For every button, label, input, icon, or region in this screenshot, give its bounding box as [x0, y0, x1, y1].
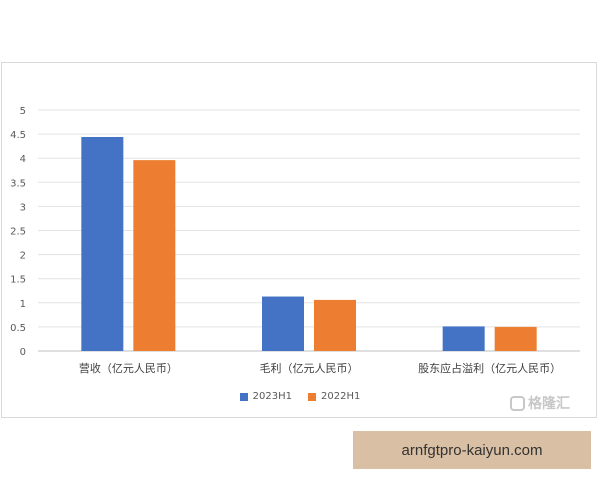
y-tick-label: 0.5 [10, 323, 26, 334]
y-tick-label: 0 [20, 347, 26, 358]
category-label: 股东应占溢利（亿元人民币） [418, 361, 561, 375]
bar-2022h1-2 [494, 326, 537, 351]
y-tick-label: 3 [20, 202, 26, 213]
site-banner-text: arnfgtpro-kaiyun.com [401, 441, 543, 459]
legend: 2023H1 2022H1 [0, 391, 600, 402]
bar-2023h1-1 [262, 296, 304, 351]
watermark-text: 格隆汇 [528, 396, 570, 412]
site-banner[interactable]: arnfgtpro-kaiyun.com [353, 431, 591, 469]
y-tick-label: 4.5 [10, 130, 26, 141]
bar-2023h1-2 [442, 326, 485, 351]
watermark-logo-icon [510, 395, 525, 411]
y-tick-label: 2.5 [10, 227, 26, 238]
y-tick-label: 2 [20, 251, 26, 262]
bar-2022h1-1 [314, 299, 356, 351]
y-tick-label: 3.5 [10, 178, 26, 189]
legend-item-2022h1: 2022H1 [308, 391, 360, 402]
watermark: 格隆汇 [510, 393, 570, 413]
legend-item-2023h1: 2023H1 [239, 391, 292, 402]
legend-label-2022h1: 2022H1 [321, 391, 361, 402]
y-tick-label: 4 [20, 154, 26, 165]
category-label: 毛利（亿元人民币） [260, 362, 359, 375]
legend-swatch-2023h1 [239, 392, 248, 401]
y-tick-label: 1.5 [10, 275, 26, 286]
y-tick-label: 5 [20, 106, 26, 117]
y-tick-label: 1 [20, 299, 26, 310]
category-label: 营收（亿元人民币） [79, 361, 178, 375]
bar-2022h1-0 [133, 160, 176, 351]
legend-label-2023h1: 2023H1 [252, 391, 292, 402]
bar-2023h1-0 [81, 136, 124, 351]
legend-swatch-2022h1 [308, 392, 316, 401]
